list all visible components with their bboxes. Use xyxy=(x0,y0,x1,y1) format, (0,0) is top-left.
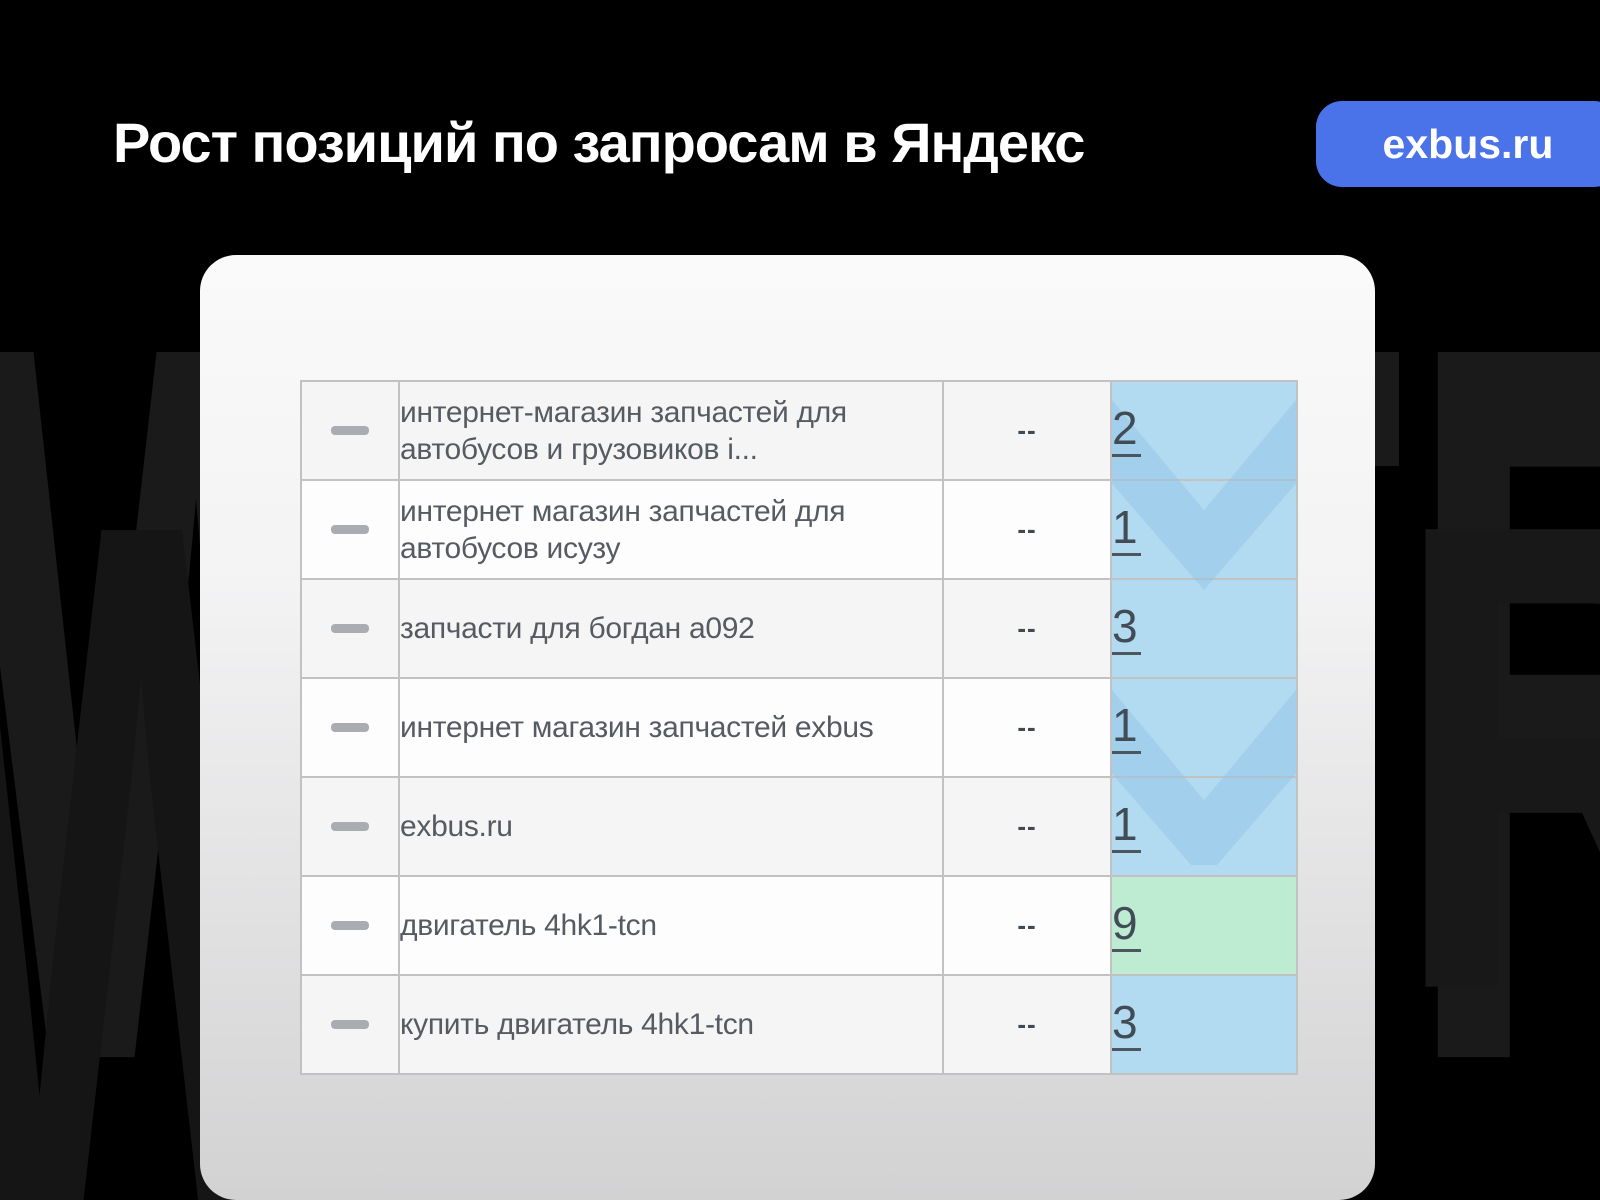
previous-position-value: -- xyxy=(1017,613,1037,643)
previous-position-cell: -- xyxy=(942,578,1112,679)
position-link[interactable]: 3 xyxy=(1112,998,1141,1051)
table-row: запчасти для богдан а092 -- 3 xyxy=(300,578,1298,679)
query-text: интернет-магазин запчастей для автобусов… xyxy=(400,395,847,466)
query-text: интернет магазин запчастей exbus xyxy=(400,711,874,744)
screenshot-card: интернет-магазин запчастей для автобусов… xyxy=(200,255,1375,1200)
position-link[interactable]: 3 xyxy=(1112,602,1141,655)
previous-position-cell: -- xyxy=(942,380,1112,481)
table-row: exbus.ru -- 1 xyxy=(300,776,1298,877)
previous-position-cell: -- xyxy=(942,974,1112,1075)
current-position-cell: 1 xyxy=(1110,776,1298,877)
query-cell: интернет магазин запчастей для автобусов… xyxy=(398,479,944,580)
previous-position-value: -- xyxy=(1017,910,1037,940)
previous-position-value: -- xyxy=(1017,712,1037,742)
previous-position-cell: -- xyxy=(942,677,1112,778)
query-cell: двигатель 4hk1-tcn xyxy=(398,875,944,976)
current-position-cell: 2 xyxy=(1110,380,1298,481)
minus-icon xyxy=(331,722,369,732)
query-cell: запчасти для богдан а092 xyxy=(398,578,944,679)
positions-table: интернет-магазин запчастей для автобусов… xyxy=(300,380,1298,1075)
query-cell: купить двигатель 4hk1-tcn xyxy=(398,974,944,1075)
row-collapse-cell xyxy=(300,974,400,1075)
current-position-cell: 1 xyxy=(1110,677,1298,778)
position-link[interactable]: 1 xyxy=(1112,701,1141,754)
current-position-cell: 3 xyxy=(1110,974,1298,1075)
row-collapse-cell xyxy=(300,380,400,481)
position-link[interactable]: 9 xyxy=(1112,899,1141,952)
row-collapse-cell xyxy=(300,578,400,679)
minus-icon xyxy=(331,425,369,435)
minus-icon xyxy=(331,1019,369,1029)
row-collapse-cell xyxy=(300,479,400,580)
current-position-cell: 1 xyxy=(1110,479,1298,580)
minus-icon xyxy=(331,524,369,534)
table-row: интернет-магазин запчастей для автобусов… xyxy=(300,380,1298,481)
site-badge: exbus.ru xyxy=(1316,101,1600,187)
query-cell: интернет магазин запчастей exbus xyxy=(398,677,944,778)
minus-icon xyxy=(331,623,369,633)
previous-position-value: -- xyxy=(1017,1009,1037,1039)
previous-position-value: -- xyxy=(1017,811,1037,841)
table-row: интернет магазин запчастей exbus -- 1 xyxy=(300,677,1298,778)
current-position-cell: 3 xyxy=(1110,578,1298,679)
position-link[interactable]: 1 xyxy=(1112,800,1141,853)
minus-icon xyxy=(331,920,369,930)
previous-position-cell: -- xyxy=(942,875,1112,976)
query-text: интернет магазин запчастей для автобусов… xyxy=(400,494,846,565)
previous-position-value: -- xyxy=(1017,514,1037,544)
row-collapse-cell xyxy=(300,677,400,778)
background-watermark-letter-r: R xyxy=(1392,423,1600,1089)
row-collapse-cell xyxy=(300,875,400,976)
table-row: интернет магазин запчастей для автобусов… xyxy=(300,479,1298,580)
position-link[interactable]: 1 xyxy=(1112,503,1141,556)
page-title: Рост позиций по запросам в Яндекс xyxy=(113,111,1085,174)
position-link[interactable]: 2 xyxy=(1112,404,1141,457)
row-collapse-cell xyxy=(300,776,400,877)
minus-icon xyxy=(331,821,369,831)
query-text: купить двигатель 4hk1-tcn xyxy=(400,1008,754,1041)
table-row: купить двигатель 4hk1-tcn -- 3 xyxy=(300,974,1298,1075)
previous-position-value: -- xyxy=(1017,415,1037,445)
current-position-cell: 9 xyxy=(1110,875,1298,976)
table-row: двигатель 4hk1-tcn -- 9 xyxy=(300,875,1298,976)
query-cell: интернет-магазин запчастей для автобусов… xyxy=(398,380,944,481)
query-text: exbus.ru xyxy=(400,810,513,843)
query-cell: exbus.ru xyxy=(398,776,944,877)
previous-position-cell: -- xyxy=(942,776,1112,877)
query-text: запчасти для богдан а092 xyxy=(400,612,755,645)
previous-position-cell: -- xyxy=(942,479,1112,580)
query-text: двигатель 4hk1-tcn xyxy=(400,909,657,942)
